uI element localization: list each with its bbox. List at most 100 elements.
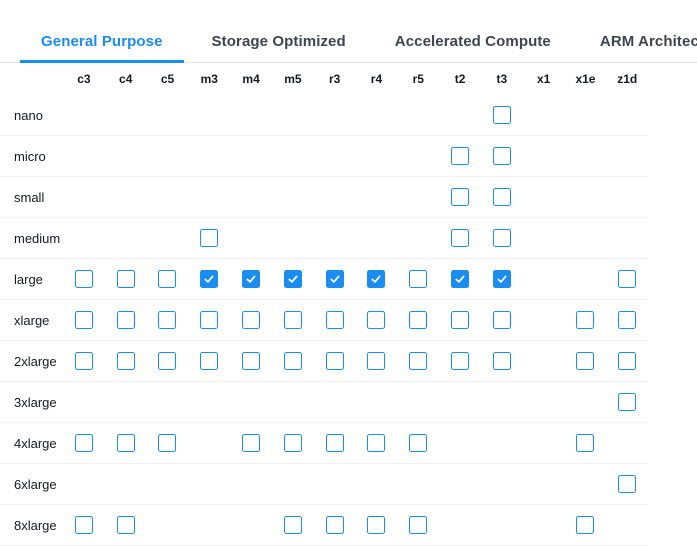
checkbox-2xlarge-r3[interactable] xyxy=(325,352,344,370)
cell-3xlarge-m5 xyxy=(272,382,314,422)
checkbox-2xlarge-c5[interactable] xyxy=(158,352,177,370)
cell-xlarge-z1d xyxy=(606,300,648,340)
checkbox-4xlarge-m5[interactable] xyxy=(283,434,302,452)
cell-large-r3 xyxy=(314,259,356,299)
cell-2xlarge-r4 xyxy=(356,341,398,381)
checkbox-xlarge-c5[interactable] xyxy=(158,311,177,329)
checkbox-xlarge-c3[interactable] xyxy=(74,311,93,329)
checkbox-8xlarge-r4[interactable] xyxy=(367,516,386,534)
column-header-r4: r4 xyxy=(370,72,383,86)
checkbox-2xlarge-m4[interactable] xyxy=(242,352,261,370)
checkbox-4xlarge-x1e[interactable] xyxy=(576,434,595,452)
checkbox-2xlarge-r4[interactable] xyxy=(367,352,386,370)
checkbox-2xlarge-m3[interactable] xyxy=(200,352,219,370)
tab-accelerated-compute[interactable]: Accelerated Compute xyxy=(394,33,551,50)
checkbox-2xlarge-m5[interactable] xyxy=(283,352,302,370)
checkbox-large-c5[interactable] xyxy=(158,270,177,288)
checkbox-xlarge-x1e[interactable] xyxy=(576,311,595,329)
checkbox-large-r5[interactable] xyxy=(409,270,428,288)
checkbox-small-t3[interactable] xyxy=(492,188,511,206)
checkbox-8xlarge-m5[interactable] xyxy=(283,516,302,534)
checkbox-large-m5[interactable] xyxy=(283,270,302,288)
row-label-4xlarge: 4xlarge xyxy=(14,435,57,451)
checkbox-nano-t3[interactable] xyxy=(492,106,511,124)
checkbox-4xlarge-c3[interactable] xyxy=(74,434,93,452)
cell-2xlarge-r5 xyxy=(397,341,439,381)
checkbox-large-r4[interactable] xyxy=(367,270,386,288)
checkbox-large-t2[interactable] xyxy=(451,270,470,288)
cell-micro-c5 xyxy=(147,136,189,176)
checkbox-medium-t3[interactable] xyxy=(492,229,511,247)
checkbox-4xlarge-c5[interactable] xyxy=(158,434,177,452)
checkbox-3xlarge-z1d[interactable] xyxy=(618,393,637,411)
cell-xlarge-x1 xyxy=(523,300,565,340)
checkbox-large-t3[interactable] xyxy=(492,270,511,288)
checkbox-4xlarge-r3[interactable] xyxy=(325,434,344,452)
cell-small-m4 xyxy=(230,177,272,217)
checkbox-xlarge-z1d[interactable] xyxy=(618,311,637,329)
cell-micro-m5 xyxy=(272,136,314,176)
checkbox-xlarge-r3[interactable] xyxy=(325,311,344,329)
cell-2xlarge-x1 xyxy=(523,341,565,381)
column-header-r5: r5 xyxy=(412,72,424,86)
checkbox-xlarge-m5[interactable] xyxy=(283,311,302,329)
checkbox-8xlarge-r3[interactable] xyxy=(325,516,344,534)
checkbox-micro-t3[interactable] xyxy=(492,147,511,165)
checkbox-2xlarge-c3[interactable] xyxy=(74,352,93,370)
checkbox-large-c4[interactable] xyxy=(116,270,135,288)
tab-arm-architecture[interactable]: ARM Architecture xyxy=(599,33,697,50)
cell-2xlarge-m3 xyxy=(188,341,230,381)
checkbox-medium-m3[interactable] xyxy=(200,229,219,247)
checkbox-4xlarge-m4[interactable] xyxy=(242,434,261,452)
matrix-header-row: c3 c4 c5 m3 m4 m5 r3 r4 r5 t2 t3 x1 x1e z1d xyxy=(0,63,648,95)
cell-micro-m4 xyxy=(230,136,272,176)
checkbox-large-r3[interactable] xyxy=(325,270,344,288)
checkbox-micro-t2[interactable] xyxy=(451,147,470,165)
checkbox-xlarge-m3[interactable] xyxy=(200,311,219,329)
cell-3xlarge-c5 xyxy=(147,382,189,422)
checkbox-xlarge-t3[interactable] xyxy=(492,311,511,329)
cell-xlarge-m3 xyxy=(188,300,230,340)
cell-nano-t3 xyxy=(481,95,523,135)
checkbox-large-z1d[interactable] xyxy=(618,270,637,288)
checkbox-2xlarge-c4[interactable] xyxy=(116,352,135,370)
tab-storage-optimized[interactable]: Storage Optimized xyxy=(211,33,346,50)
cell-medium-r4 xyxy=(356,218,398,258)
checkbox-4xlarge-r4[interactable] xyxy=(367,434,386,452)
checkbox-2xlarge-z1d[interactable] xyxy=(618,352,637,370)
cell-xlarge-t2 xyxy=(439,300,481,340)
checkbox-small-t2[interactable] xyxy=(451,188,470,206)
checkbox-large-m3[interactable] xyxy=(200,270,219,288)
cell-4xlarge-r3 xyxy=(314,423,356,463)
checkbox-8xlarge-x1e[interactable] xyxy=(576,516,595,534)
cell-6xlarge-m5 xyxy=(272,464,314,504)
checkbox-medium-t2[interactable] xyxy=(451,229,470,247)
checkbox-2xlarge-t2[interactable] xyxy=(451,352,470,370)
checkbox-4xlarge-c4[interactable] xyxy=(116,434,135,452)
cell-nano-r5 xyxy=(397,95,439,135)
checkbox-8xlarge-r5[interactable] xyxy=(409,516,428,534)
cell-nano-m4 xyxy=(230,95,272,135)
tab-general-purpose[interactable]: General Purpose xyxy=(20,25,184,63)
cell-large-r4 xyxy=(356,259,398,299)
checkbox-2xlarge-t3[interactable] xyxy=(492,352,511,370)
column-header-m4: m4 xyxy=(242,72,260,86)
checkbox-8xlarge-c3[interactable] xyxy=(74,516,93,534)
checkbox-6xlarge-z1d[interactable] xyxy=(618,475,637,493)
table-row-small: small xyxy=(0,177,648,218)
checkbox-xlarge-r5[interactable] xyxy=(409,311,428,329)
checkbox-8xlarge-c4[interactable] xyxy=(116,516,135,534)
cell-nano-c5 xyxy=(147,95,189,135)
checkbox-xlarge-r4[interactable] xyxy=(367,311,386,329)
checkbox-xlarge-c4[interactable] xyxy=(116,311,135,329)
cell-8xlarge-r5 xyxy=(397,505,439,545)
checkbox-large-c3[interactable] xyxy=(74,270,93,288)
row-label-micro: micro xyxy=(14,148,46,164)
cell-large-x1 xyxy=(523,259,565,299)
checkbox-4xlarge-r5[interactable] xyxy=(409,434,428,452)
checkbox-xlarge-m4[interactable] xyxy=(242,311,261,329)
checkbox-large-m4[interactable] xyxy=(242,270,261,288)
checkbox-2xlarge-r5[interactable] xyxy=(409,352,428,370)
checkbox-xlarge-t2[interactable] xyxy=(451,311,470,329)
checkbox-2xlarge-x1e[interactable] xyxy=(576,352,595,370)
